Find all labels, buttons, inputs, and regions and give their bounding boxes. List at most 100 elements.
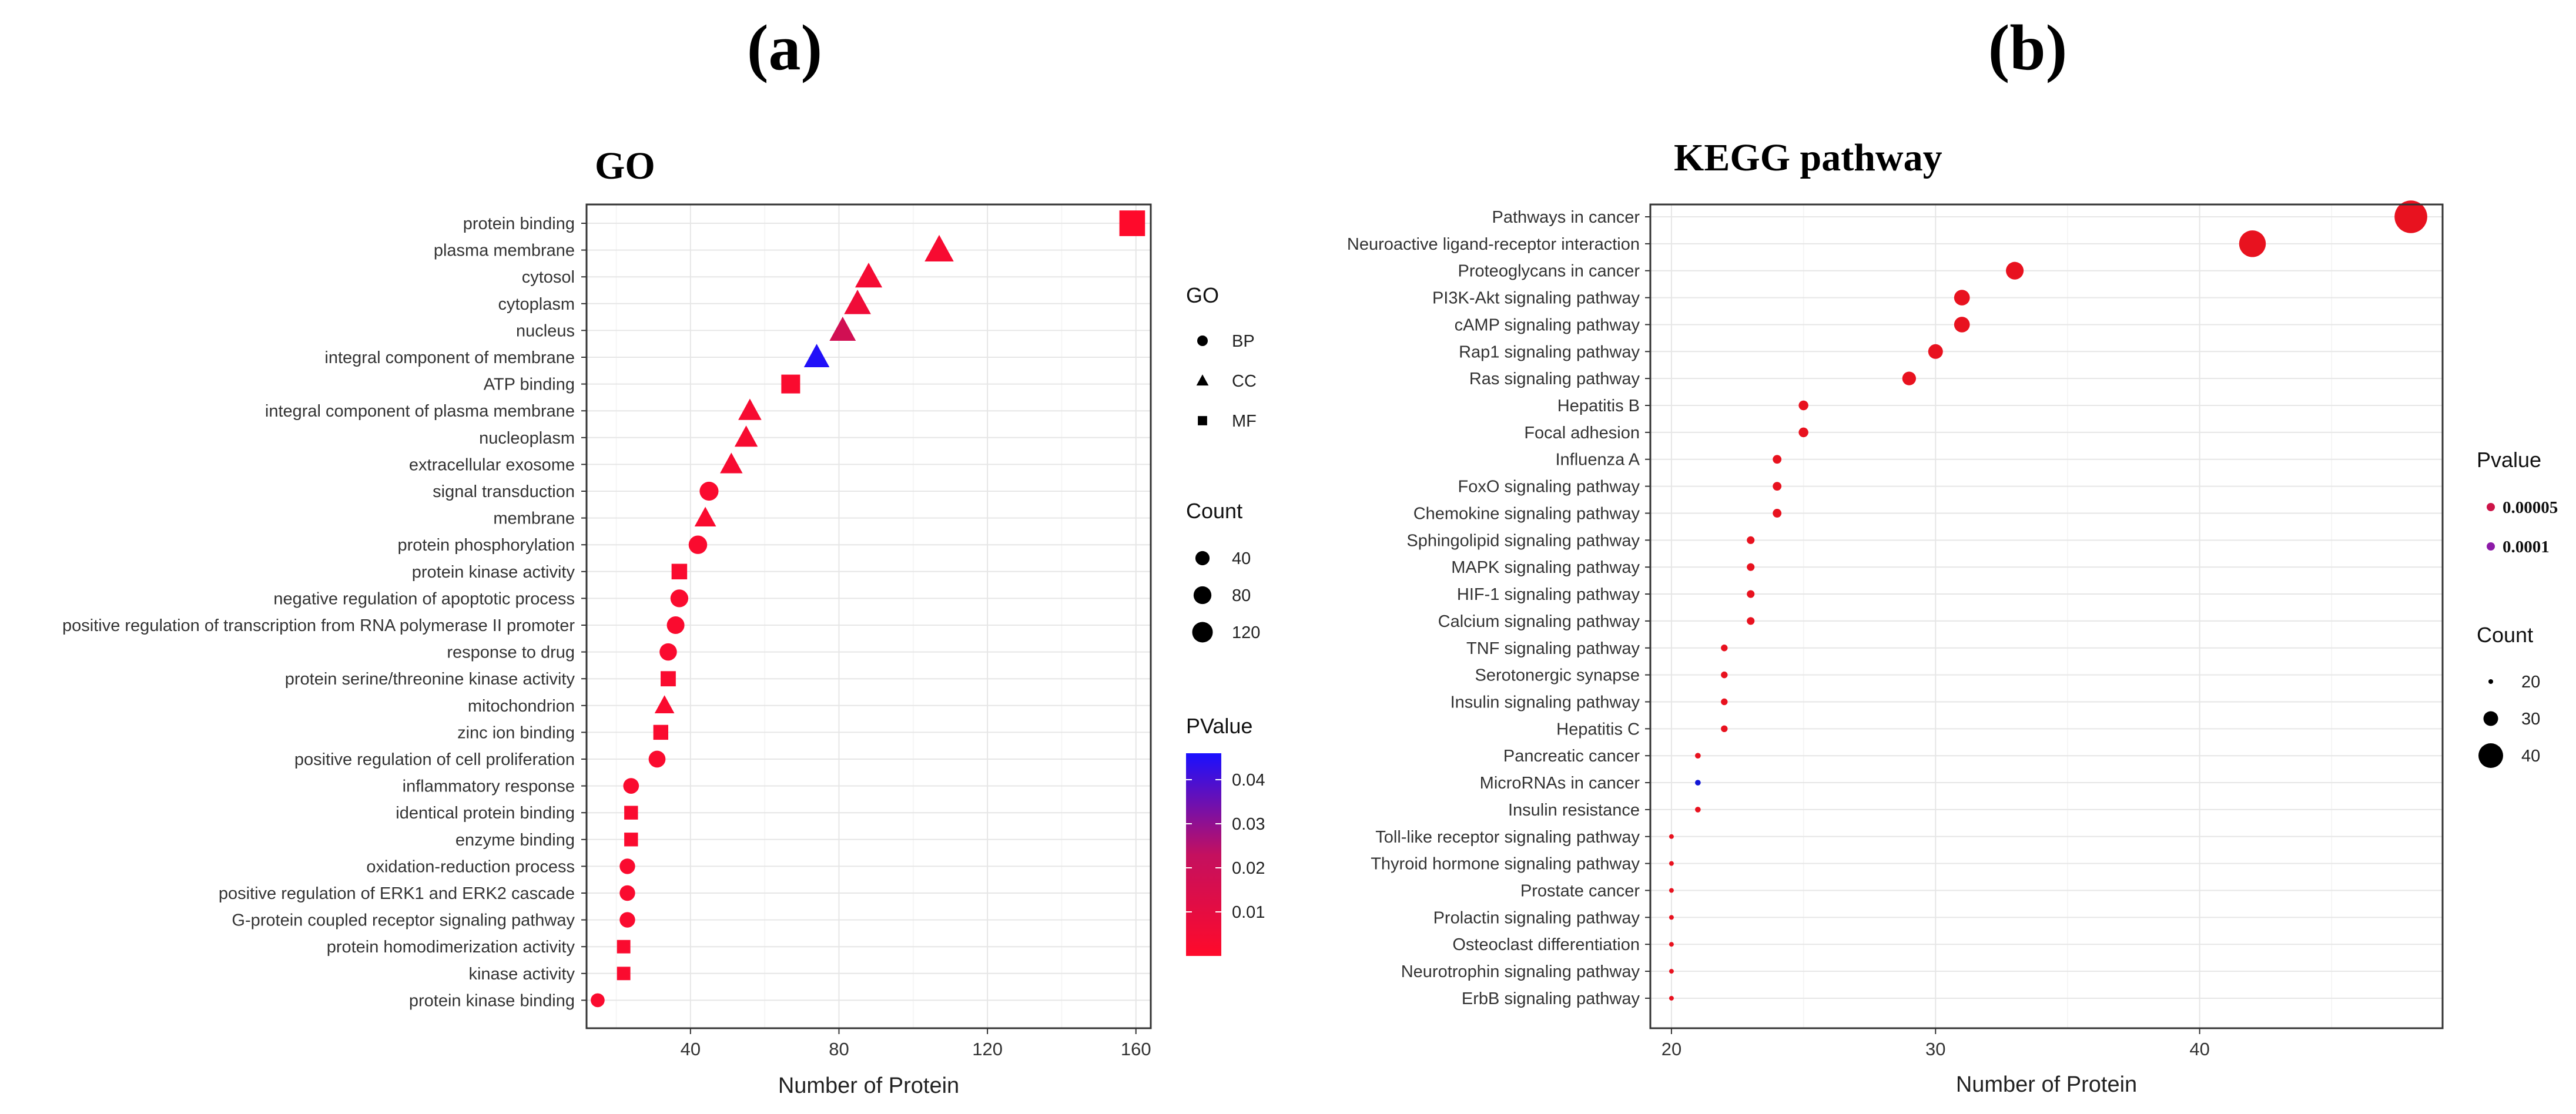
kegg-category-label: Influenza A [1556, 451, 1640, 469]
kegg-category-label: Ras signaling pathway [1469, 370, 1640, 388]
kegg-chart-title: KEGG pathway [1674, 136, 1942, 179]
go-point [619, 912, 635, 928]
kegg-pvalue-legend-label: 0.00005 [2503, 498, 2558, 517]
panel-a-letter: (a) [747, 12, 822, 83]
go-point [654, 695, 675, 713]
kegg-point [1747, 617, 1755, 625]
go-category-label: protein binding [463, 214, 575, 233]
kegg-point [1773, 455, 1782, 464]
go-shape-legend-label: CC [1232, 372, 1257, 391]
kegg-point [1798, 427, 1808, 438]
kegg-point [1747, 590, 1755, 598]
go-x-tick-label: 80 [829, 1039, 849, 1059]
kegg-point [1669, 888, 1674, 893]
go-shape-legend-key [1198, 416, 1207, 425]
kegg-category-label: Rap1 signaling pathway [1459, 343, 1640, 361]
go-point [781, 374, 800, 394]
go-colorbar-label: 0.03 [1232, 815, 1265, 834]
go-point [734, 425, 758, 447]
kegg-x-tick-label: 20 [1661, 1039, 1681, 1059]
kegg-point [1747, 563, 1755, 571]
go-point [591, 993, 605, 1008]
go-category-label: integral component of plasma membrane [265, 402, 575, 421]
kegg-x-axis-title: Number of Protein [1956, 1072, 2137, 1097]
go-pvalue-legend-title: PValue [1186, 714, 1252, 738]
go-category-label: signal transduction [433, 482, 575, 501]
kegg-category-label: Prolactin signaling pathway [1433, 908, 1640, 927]
kegg-point [1902, 371, 1916, 385]
go-x-axis-title: Number of Protein [778, 1073, 959, 1098]
kegg-point [1954, 290, 1970, 306]
kegg-point [1773, 509, 1782, 518]
go-points [591, 210, 1145, 1008]
go-point [623, 778, 639, 794]
go-count-legend-label: 80 [1232, 586, 1251, 605]
go-point [653, 724, 669, 740]
go-point [619, 858, 635, 874]
go-category-label: cytosol [522, 268, 575, 287]
kegg-count-legend-key [2483, 711, 2498, 726]
go-count-legend-key [1192, 622, 1213, 643]
kegg-point [2394, 200, 2427, 233]
panel-b-letter: (b) [1988, 12, 2067, 83]
kegg-count-legend-key [2488, 679, 2493, 684]
kegg-category-label: Insulin resistance [1508, 801, 1640, 820]
kegg-pvalue-legend-key [2487, 542, 2495, 551]
go-x-tick-label: 40 [681, 1039, 701, 1059]
kegg-gridlines [1650, 204, 2443, 1028]
kegg-count-legend-key [2478, 743, 2503, 768]
go-shape-legend-label: BP [1232, 332, 1255, 351]
go-category-label: negative regulation of apoptotic process [273, 589, 575, 608]
go-chart: GO protein binding plasma membrane cytosol… [62, 145, 1265, 1098]
go-point [671, 563, 688, 580]
kegg-category-label: Prostate cancer [1520, 882, 1640, 901]
kegg-plot-frame [1649, 203, 2444, 1029]
go-point [738, 398, 762, 420]
go-category-label: positive regulation of ERK1 and ERK2 cas… [219, 884, 575, 903]
kegg-point [1669, 861, 1674, 866]
kegg-category-label: Hepatitis B [1557, 397, 1640, 415]
go-count-legend-key [1195, 551, 1210, 566]
go-count-legend: Count 40 80 120 [1186, 499, 1260, 643]
kegg-category-label: Chemokine signaling pathway [1413, 504, 1640, 523]
kegg-category-label: Serotonergic synapse [1475, 666, 1640, 685]
kegg-point [1773, 482, 1782, 491]
kegg-category-label: Neuroactive ligand-receptor interaction [1347, 235, 1640, 254]
go-category-label: positive regulation of transcription fro… [62, 616, 575, 635]
kegg-point [1695, 780, 1701, 786]
go-point [803, 344, 830, 368]
kegg-pvalue-legend-label: 0.0001 [2503, 538, 2550, 556]
go-category-label: protein kinase binding [409, 991, 575, 1010]
go-category-label: G-protein coupled receptor signaling pat… [232, 911, 575, 930]
kegg-count-legend-title: Count [2477, 623, 2533, 647]
go-shape-legend-key [1196, 374, 1209, 386]
go-count-legend-label: 120 [1232, 623, 1260, 642]
kegg-category-labels: Pathways in cancer Neuroactive ligand-rec… [1347, 208, 1650, 1008]
kegg-points [1669, 200, 2427, 1001]
go-point [1119, 210, 1145, 236]
go-category-label: inflammatory response [403, 777, 575, 796]
kegg-pvalue-legend: Pvalue 0.00005 0.0001 [2477, 448, 2558, 556]
kegg-point [1669, 969, 1674, 974]
go-colorbar-label: 0.02 [1232, 859, 1265, 878]
go-category-label: positive regulation of cell proliferatio… [294, 750, 575, 769]
go-category-label: kinase activity [468, 965, 575, 984]
go-category-label: enzyme binding [455, 831, 575, 850]
go-point [688, 535, 708, 554]
kegg-point [1721, 725, 1728, 733]
go-category-label: oxidation-reduction process [366, 857, 575, 876]
kegg-count-legend-label: 20 [2521, 673, 2540, 692]
go-point [829, 316, 856, 341]
kegg-point [1669, 915, 1674, 920]
go-pvalue-legend: PValue 0.01 0.02 0.03 0.04 [1186, 714, 1265, 956]
go-point [617, 967, 631, 981]
go-colorbar-label: 0.01 [1232, 903, 1265, 922]
go-point [659, 643, 677, 661]
kegg-category-label: Insulin signaling pathway [1451, 693, 1640, 712]
kegg-category-label: Sphingolipid signaling pathway [1406, 531, 1640, 550]
go-colorbar-label: 0.04 [1232, 771, 1265, 790]
kegg-count-legend: Count 20 30 40 [2477, 623, 2540, 768]
go-point [924, 234, 954, 261]
kegg-category-label: Osteoclast differentiation [1452, 935, 1640, 954]
kegg-category-label: HIF-1 signaling pathway [1457, 585, 1640, 604]
